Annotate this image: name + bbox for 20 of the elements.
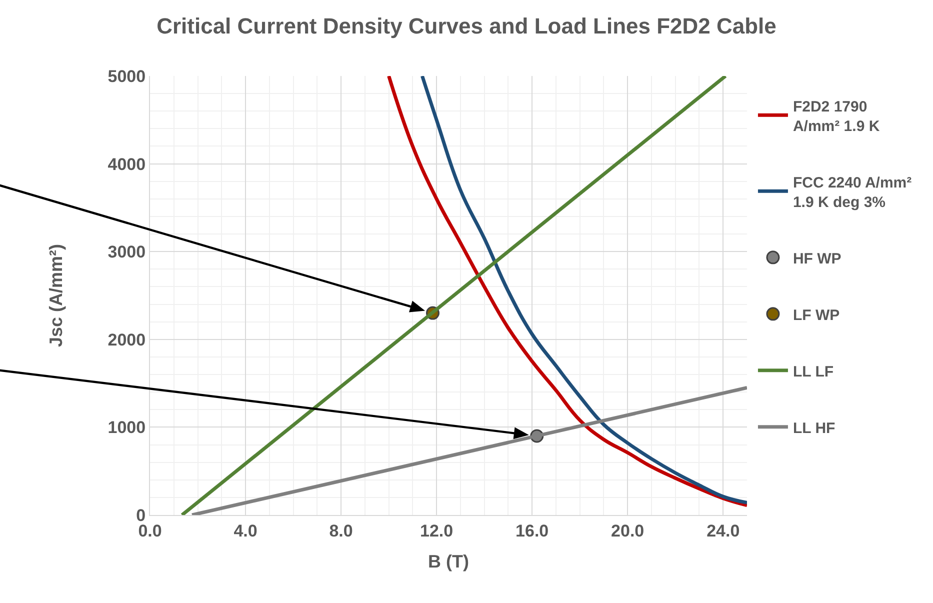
legend-label: LF WP xyxy=(792,306,840,324)
y-tick-label: 4000 xyxy=(108,154,146,174)
legend-label: HF WP xyxy=(792,250,842,268)
legend-label: LL LF xyxy=(792,363,834,380)
y-tick-label: 3000 xyxy=(108,242,146,262)
chart-title: Critical Current Density Curves and Load Lines F2D2 Cable xyxy=(156,13,776,38)
y-tick-label: 1000 xyxy=(108,418,146,438)
x-tick-label: 8.0 xyxy=(329,521,353,540)
x-tick-label: 12.0 xyxy=(420,521,454,540)
y-axis-title: Jsc (A/mm²) xyxy=(46,244,66,348)
y-tick-label: 2000 xyxy=(108,330,146,350)
y-tick-label: 5000 xyxy=(108,66,146,86)
x-tick-label: 4.0 xyxy=(234,521,258,540)
x-tick-label: 24.0 xyxy=(706,521,740,540)
legend-label: LL HF xyxy=(792,420,836,437)
legend-label: FCC 2240 A/mm² 1.9 K deg 3% xyxy=(792,174,912,211)
x-tick-label: 20.0 xyxy=(611,521,644,540)
legend-label: F2D2 1790 A/mm² 1.9 K xyxy=(792,98,880,135)
x-tick-label: 16.0 xyxy=(516,521,549,540)
x-axis-title: B (T) xyxy=(428,552,469,572)
